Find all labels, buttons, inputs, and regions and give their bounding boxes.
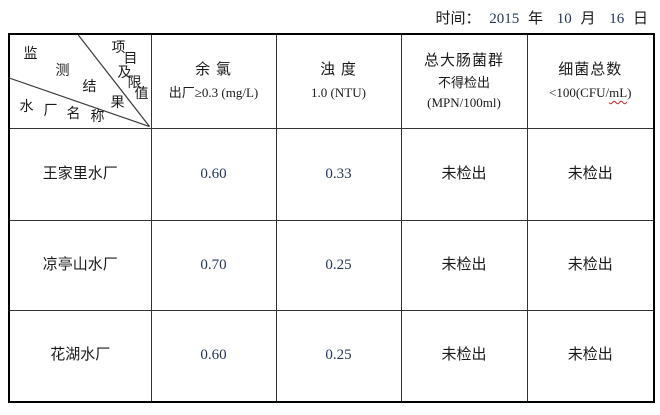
cell-coliform-result: 未检出 <box>400 309 528 403</box>
date-month-unit: 月 <box>580 11 596 27</box>
table-row: 王家里水厂 0.60 0.33 未检出 未检出 <box>8 127 655 221</box>
cell-plant-name: 凉亭山水厂 <box>8 219 152 311</box>
cell-plant-name: 花湖水厂 <box>8 309 152 403</box>
bacteria-limit-wavy: mL <box>609 85 628 101</box>
coliform-limit: 不得检出 <box>437 74 490 90</box>
cell-bacteria-result: 未检出 <box>526 127 655 221</box>
cell-plant-name: 王家里水厂 <box>8 127 152 221</box>
turbidity-limit: 1.0 (NTU) <box>311 85 366 101</box>
cell-turbidity-value: 0.25 <box>275 309 402 403</box>
corner-label-monitor-result: 监测结果 <box>23 47 125 111</box>
date-month: 10 <box>556 11 572 27</box>
turbidity-title: 浊 度 <box>320 62 357 79</box>
report-date-line: 时间： 2015 年 10 月 16 日 <box>435 7 648 28</box>
cell-bacteria-result: 未检出 <box>526 309 655 403</box>
bacteria-title: 细菌总数 <box>558 62 623 79</box>
header-cell-turbidity: 浊 度 1.0 (NTU) <box>275 33 402 129</box>
date-year-unit: 年 <box>527 11 543 27</box>
cell-coliform-result: 未检出 <box>400 127 528 221</box>
bacteria-limit-post: ) <box>627 85 632 101</box>
table-header-row: 监测结果 项目及限值 水厂名称 余 氯 出厂≥0.3 (mg/L) 浊 度 1.… <box>8 33 655 129</box>
bacteria-limit-pre: <100(CFU/ <box>549 85 610 101</box>
header-cell-coliform: 总大肠菌群 不得检出 (MPN/100ml) <box>400 33 528 129</box>
cell-coliform-result: 未检出 <box>400 219 528 311</box>
cell-bacteria-result: 未检出 <box>526 219 655 311</box>
bacteria-limit: <100(CFU/mL) <box>528 84 654 102</box>
cell-chlorine-value: 0.70 <box>150 219 277 311</box>
cell-turbidity-value: 0.33 <box>275 127 402 221</box>
date-day: 16 <box>609 11 625 27</box>
coliform-title: 总大肠菌群 <box>423 52 504 69</box>
cell-chlorine-value: 0.60 <box>150 309 277 403</box>
water-quality-table: 监测结果 项目及限值 水厂名称 余 氯 出厂≥0.3 (mg/L) 浊 度 1.… <box>8 33 655 403</box>
corner-header-cell: 监测结果 项目及限值 水厂名称 <box>8 33 152 129</box>
header-cell-bacteria: 细菌总数 <100(CFU/mL) <box>526 33 655 129</box>
date-year: 2015 <box>489 11 520 27</box>
chlorine-title: 余 氯 <box>195 62 232 79</box>
coliform-unit: (MPN/100ml) <box>427 94 501 110</box>
cell-turbidity-value: 0.25 <box>275 219 402 311</box>
chlorine-limit: 出厂≥0.3 (mg/L) <box>168 85 259 101</box>
diagonal-divider-lines <box>10 35 150 128</box>
cell-chlorine-value: 0.60 <box>150 127 277 221</box>
header-cell-chlorine: 余 氯 出厂≥0.3 (mg/L) <box>150 33 277 129</box>
corner-label-plant-name: 水厂名称 <box>19 100 105 125</box>
time-label: 时间： <box>435 11 481 27</box>
table-row: 凉亭山水厂 0.70 0.25 未检出 未检出 <box>8 219 655 311</box>
table-row: 花湖水厂 0.60 0.25 未检出 未检出 <box>8 309 655 403</box>
date-day-unit: 日 <box>632 11 648 27</box>
corner-label-item-limit: 项目及限值 <box>111 41 149 102</box>
